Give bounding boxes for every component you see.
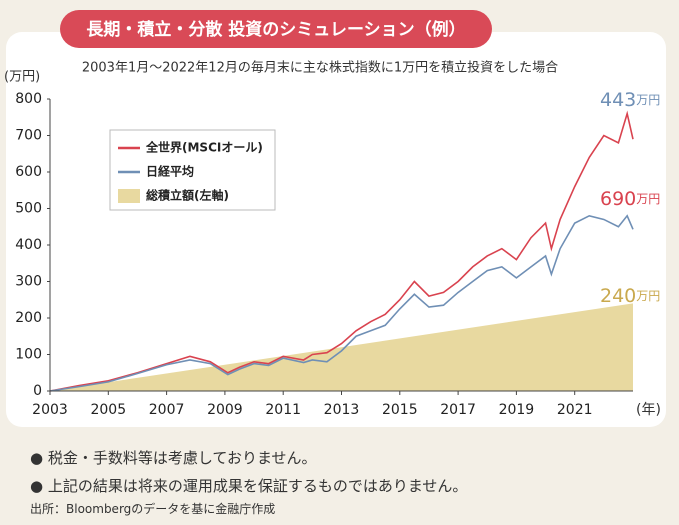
y-tick-label: 500: [15, 201, 42, 217]
x-axis-label: (年): [636, 402, 661, 418]
y-axis-label: (万円): [4, 70, 40, 85]
x-tick-label: 2019: [499, 402, 535, 418]
x-tick-label: 2003: [32, 402, 68, 418]
end-label-value: 240: [600, 285, 636, 307]
end-label-unit: 万円: [636, 93, 660, 107]
x-tick-label: 2005: [90, 402, 126, 418]
line: [49, 214, 634, 392]
end-label-value: 443: [600, 89, 636, 111]
y-tick-label: 400: [15, 237, 42, 253]
legend-label: 日経平均: [146, 164, 194, 179]
x-tick-label: 2017: [440, 402, 476, 418]
subtitle: 2003年1月～2022年12月の毎月末に主な株式指数に1万円を積立投資をした場…: [82, 60, 558, 76]
notes: ● 税金・手数料等は考慮しておりません。 ● 上記の結果は将来の運用成果を保証す…: [30, 447, 467, 503]
legend-label: 全世界(MSCIオール): [145, 140, 263, 155]
legend-swatch: [118, 189, 140, 203]
chart: 長期・積立・分散 投資のシミュレーション（例） 2003年1月～2022年12月…: [4, 10, 666, 427]
end-label: 443万円: [600, 89, 660, 111]
y-tick-label: 100: [15, 347, 42, 363]
x-tick-label: 2021: [557, 402, 593, 418]
y-tick-label: 0: [33, 383, 42, 399]
end-label: 240万円: [600, 285, 660, 307]
title-pill: [60, 10, 492, 48]
note-text: 税金・手数料等は考慮しておりません。: [47, 449, 317, 467]
y-tick-label: 800: [15, 91, 42, 107]
x-tick-label: 2009: [207, 402, 243, 418]
y-tick-label: 300: [15, 274, 42, 290]
end-label-unit: 万円: [636, 192, 660, 206]
y-tick-label: 600: [15, 164, 42, 180]
x-tick-label: 2015: [382, 402, 418, 418]
note-text: 上記の結果は将来の運用成果を保証するものではありません。: [47, 477, 468, 495]
end-label-unit: 万円: [636, 289, 660, 303]
end-label-value: 690: [600, 188, 636, 210]
y-tick-label: 200: [15, 310, 42, 326]
note: ● 税金・手数料等は考慮しておりません。: [30, 449, 317, 467]
chart-title: 長期・積立・分散 投資のシミュレーション（例）: [86, 19, 465, 40]
area: [50, 303, 633, 391]
end-label: 690万円: [600, 188, 660, 210]
x-tick-label: 2007: [149, 402, 185, 418]
source: 出所：Bloombergのデータを基に金融庁作成: [30, 502, 276, 516]
x-tick-label: 2011: [265, 402, 301, 418]
legend-label: 総積立額(左軸): [146, 188, 229, 203]
y-tick-label: 700: [15, 128, 42, 144]
note: ● 上記の結果は将来の運用成果を保証するものではありません。: [30, 477, 468, 495]
line: [49, 110, 634, 392]
x-tick-label: 2013: [324, 402, 360, 418]
